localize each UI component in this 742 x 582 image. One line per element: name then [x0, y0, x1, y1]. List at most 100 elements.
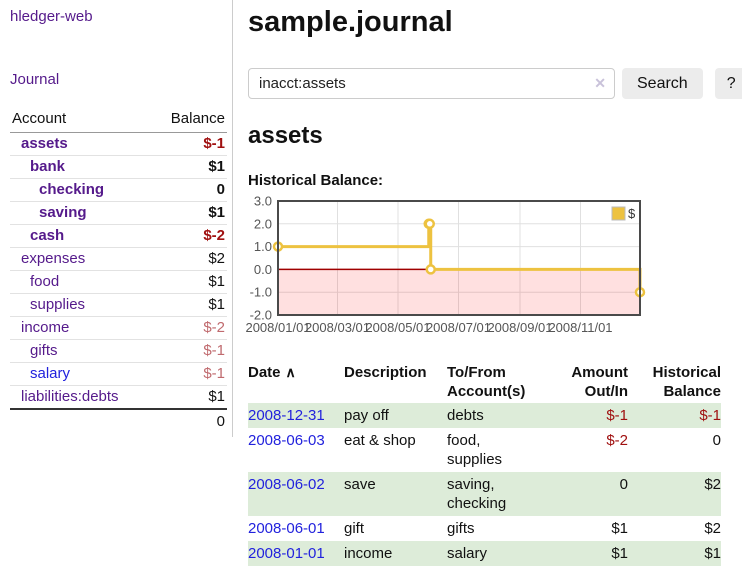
- account-row: assets $-1: [10, 133, 227, 156]
- transaction-amount: $-1: [606, 407, 628, 424]
- search-help-button[interactable]: ?: [714, 68, 742, 99]
- account-link[interactable]: assets: [21, 135, 68, 152]
- account-balance: $-2: [203, 227, 225, 244]
- x-axis-tick-label: 2008/05/01: [365, 320, 430, 335]
- accounts-rows: assets $-1 bank $1 checking 0 saving $1 cash $-2 e…: [10, 133, 227, 408]
- transaction-accounts: gifts: [447, 520, 475, 537]
- account-balance: $1: [208, 158, 225, 175]
- account-link[interactable]: supplies: [30, 296, 86, 313]
- accounts-table-header: Account Balance: [10, 108, 227, 133]
- x-axis-tick-label: 2008/11/01: [548, 320, 612, 335]
- transaction-description: save: [344, 476, 376, 493]
- transaction-row: 2008-01-01 income salary $1 $1: [248, 541, 721, 566]
- transaction-amount: $-2: [606, 432, 628, 449]
- chart-title: Historical Balance:: [248, 172, 384, 189]
- account-row: income $-2: [10, 317, 227, 340]
- main-panel: sample.journal ✕ Search ? assets Histori…: [233, 0, 742, 566]
- account-column-header: Account: [12, 110, 67, 127]
- transaction-row: 2008-12-31 pay off debts $-1 $-1: [248, 403, 721, 428]
- account-heading: assets: [248, 122, 323, 149]
- account-link[interactable]: checking: [39, 181, 105, 198]
- account-link[interactable]: salary: [30, 365, 71, 382]
- search-form: ✕ Search ?: [248, 68, 742, 99]
- account-link[interactable]: bank: [30, 158, 66, 175]
- account-row: bank $1: [10, 156, 227, 179]
- search-input[interactable]: [248, 68, 615, 99]
- transaction-amount: $1: [611, 545, 628, 562]
- transaction-row: 2008-06-01 gift gifts $1 $2: [248, 516, 721, 541]
- account-row: gifts $-1: [10, 340, 227, 363]
- clear-search-icon[interactable]: ✕: [594, 75, 606, 91]
- account-link[interactable]: gifts: [30, 342, 58, 359]
- x-axis-tick-label: 2008/03/01: [305, 320, 370, 335]
- transaction-balance: $-1: [699, 407, 721, 424]
- amount-column-header: Amount Out/In: [571, 364, 628, 400]
- description-column-header: Description: [344, 364, 427, 381]
- legend-swatch: [611, 206, 626, 221]
- nav-journal-link[interactable]: Journal: [10, 71, 60, 88]
- transaction-date-link[interactable]: 2008-12-31: [248, 407, 325, 424]
- account-link[interactable]: cash: [30, 227, 65, 244]
- transaction-balance: $2: [704, 520, 721, 537]
- historical-balance-chart: 3.0 2.0 1.0 0.0 -1.0 -2.02008/01/012008/03/01…: [245, 194, 646, 335]
- account-row: saving $1: [10, 202, 227, 225]
- register-header-row: Date ∧ Description To/From Account(s) Amo…: [248, 361, 721, 403]
- chart-container: 3.0 2.0 1.0 0.0 -1.0 -2.0 2008/01/01 2008/03/01…: [245, 194, 742, 340]
- account-row: supplies $1: [10, 294, 227, 317]
- data-point-marker: [424, 218, 435, 230]
- register-body: 2008-12-31 pay off debts $-1 $-1 2008-06-03 ea…: [248, 403, 721, 566]
- transaction-accounts: debts: [447, 407, 484, 424]
- account-link[interactable]: income: [21, 319, 70, 336]
- transaction-row: 2008-06-03 eat & shop food, supplies $-2 0: [248, 428, 721, 472]
- account-balance: $1: [208, 388, 225, 405]
- account-row: expenses $2: [10, 248, 227, 271]
- accounts-total-row: 0: [10, 408, 227, 431]
- transaction-description: pay off: [344, 407, 389, 424]
- data-point-marker: [425, 264, 436, 275]
- account-link[interactable]: saving: [39, 204, 87, 221]
- transaction-date-link[interactable]: 2008-06-01: [248, 520, 325, 537]
- x-axis-tick-label: 2008/07/01: [426, 320, 491, 335]
- transaction-date-link[interactable]: 2008-01-01: [248, 545, 325, 562]
- negative-region: [278, 269, 640, 315]
- account-row: salary $-1: [10, 363, 227, 386]
- account-balance: $2: [208, 250, 225, 267]
- transaction-balance: $1: [704, 545, 721, 562]
- y-axis-tick-label: 3.0: [254, 194, 272, 209]
- total-balance: 0: [216, 413, 225, 430]
- transaction-description: income: [344, 545, 393, 562]
- account-balance: $1: [208, 273, 225, 290]
- balance-column-header-register: Historical Balance: [652, 364, 721, 400]
- y-axis-tick-label: -1.0: [250, 285, 272, 300]
- transaction-row: 2008-06-02 save saving, checking 0 $2: [248, 472, 721, 516]
- x-axis-tick-label: 2008/09/01: [487, 320, 552, 335]
- transaction-accounts: salary: [447, 545, 488, 562]
- date-column-header[interactable]: Date ∧: [248, 361, 344, 403]
- account-row: liabilities:debts $1: [10, 386, 227, 408]
- balance-column-header: Balance: [170, 110, 225, 127]
- x-axis-tick-label: 2008/01/01: [245, 320, 310, 335]
- transaction-date-link[interactable]: 2008-06-02: [248, 476, 325, 493]
- date-header-label: Date: [248, 364, 281, 381]
- account-balance: $1: [208, 204, 225, 221]
- register-table: Date ∧ Description To/From Account(s) Amo…: [248, 361, 721, 566]
- transaction-description: eat & shop: [344, 432, 416, 449]
- transaction-date-link[interactable]: 2008-06-03: [248, 432, 325, 449]
- y-axis-tick-label: 2.0: [254, 216, 272, 231]
- transaction-accounts: saving, checking: [447, 476, 507, 512]
- y-axis-tick-label: -2.0: [250, 308, 272, 323]
- y-axis-tick-label: 1.0: [254, 239, 272, 254]
- search-button[interactable]: Search: [622, 68, 703, 99]
- account-balance: $-1: [203, 135, 225, 152]
- brand-link[interactable]: hledger-web: [10, 8, 93, 25]
- account-balance: $-2: [203, 319, 225, 336]
- account-link[interactable]: food: [30, 273, 60, 290]
- account-link[interactable]: expenses: [21, 250, 86, 267]
- accounts-table: Account Balance assets $-1 bank $1 checking 0…: [10, 108, 227, 431]
- transaction-accounts: food, supplies: [447, 432, 503, 468]
- account-link[interactable]: liabilities:debts: [21, 388, 119, 405]
- sort-ascending-icon: ∧: [285, 364, 296, 380]
- legend-label: $: [628, 206, 636, 221]
- search-box: ✕: [248, 68, 615, 99]
- account-balance: $-1: [203, 365, 225, 382]
